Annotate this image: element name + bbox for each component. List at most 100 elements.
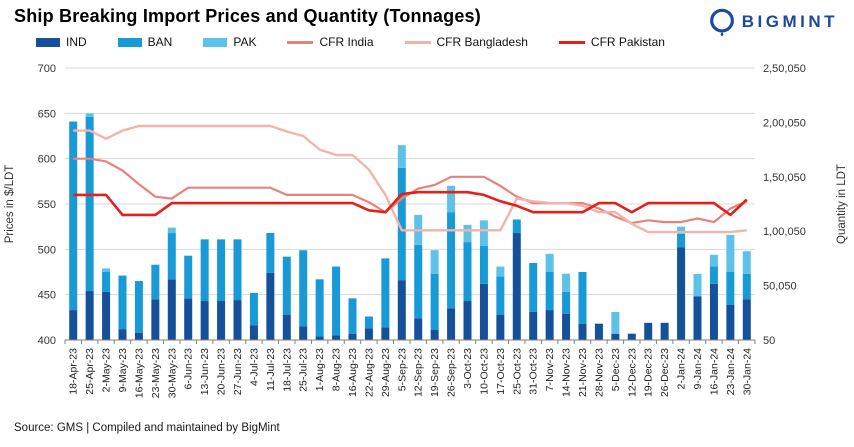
bar-segment-ind xyxy=(332,335,341,340)
x-axis-date-label: 25-Jul-23 xyxy=(298,348,310,392)
bar-segment-pak xyxy=(167,227,176,234)
bar-segment-ind xyxy=(742,299,751,340)
x-axis-date-label: 12-Dec-23 xyxy=(626,348,638,397)
bar-segment-pak xyxy=(677,226,686,234)
x-axis-date-label: 2-Jan-24 xyxy=(676,348,688,390)
x-axis-date-label: 31-Oct-23 xyxy=(528,348,540,395)
bar-segment-ind xyxy=(348,333,357,340)
x-axis-date-label: 30-Jan-24 xyxy=(741,348,753,395)
legend-line-swatch xyxy=(404,40,431,44)
bar-segment-ban xyxy=(742,273,751,300)
bar-segment-ban xyxy=(397,167,406,281)
right-axis-tick-label: 1,00,050 xyxy=(763,226,806,238)
x-axis-date-label: 18-Apr-23 xyxy=(68,348,80,395)
legend-item-pak: PAK xyxy=(203,35,256,49)
right-axis-title: Quantity in LDT xyxy=(836,164,848,244)
bar-segment-ind xyxy=(594,323,603,340)
x-axis-date-label: 11-Jul-23 xyxy=(265,348,277,391)
bar-segment-ban xyxy=(364,316,373,329)
bar-segment-ind xyxy=(644,322,653,340)
bar-segment-ban xyxy=(233,239,242,301)
bar-segment-ind xyxy=(364,328,373,340)
x-axis-date-label: 5-Dec-23 xyxy=(610,348,622,391)
bar-segment-ind xyxy=(282,314,291,340)
x-axis-date-label: 2-May-23 xyxy=(101,348,113,393)
x-axis-date-label: 25-Oct-23 xyxy=(511,348,523,395)
bar-segment-ban xyxy=(529,262,538,312)
bar-segment-pak xyxy=(562,273,571,292)
legend-item-cfr-pakistan: CFR Pakistan xyxy=(558,35,665,49)
bar-segment-ind xyxy=(660,322,669,340)
x-axis-date-label: 20-Jun-23 xyxy=(216,348,228,395)
bar-segment-ban xyxy=(151,264,160,300)
bar-segment-ind xyxy=(414,318,423,340)
left-axis-tick-label: 700 xyxy=(38,63,56,75)
bar-segment-pak xyxy=(479,220,488,246)
legend-item-ind: IND xyxy=(36,35,87,49)
bar-segment-ind xyxy=(627,333,636,340)
bar-segment-ban xyxy=(69,121,78,311)
bar-segment-ban xyxy=(315,279,324,337)
bar-segment-ban xyxy=(381,258,390,328)
line-cfr-pakistan xyxy=(73,190,748,217)
x-axis-date-label: 14-Nov-23 xyxy=(561,348,573,397)
bar-segment-ind xyxy=(85,291,94,340)
bar-segment-ind xyxy=(217,301,226,340)
bar-segment-pak xyxy=(447,185,456,213)
bar-segment-ban xyxy=(167,233,176,280)
bar-segment-pak xyxy=(463,224,472,243)
bar-segment-ind xyxy=(151,299,160,340)
bar-segment-ban xyxy=(118,275,127,330)
x-axis-date-label: 22-Aug-23 xyxy=(363,348,375,397)
bar-segment-pak xyxy=(102,268,111,272)
bar-segment-ban xyxy=(463,242,472,302)
legend-item-ban: BAN xyxy=(117,35,173,49)
bar-segment-pak xyxy=(611,311,620,334)
bar-segment-ind xyxy=(69,310,78,340)
bar-segment-ind xyxy=(118,329,127,340)
bar-segment-pak xyxy=(397,145,406,168)
bar-segment-ban xyxy=(512,219,521,234)
x-axis-date-label: 26-Dec-23 xyxy=(659,348,671,397)
x-axis-date-label: 16-Jan-24 xyxy=(708,348,720,395)
bar-segment-ind xyxy=(693,296,702,340)
right-axis-tick-label: 1,50,050 xyxy=(763,172,806,184)
bar-segment-ind xyxy=(102,291,111,340)
bar-segment-ind xyxy=(463,301,472,340)
right-axis-tick-label: 2,50,050 xyxy=(763,63,806,75)
x-axis-date-label: 6-Jun-23 xyxy=(183,348,195,390)
bar-segment-ind xyxy=(479,283,488,340)
chart-legend: IND BAN PAK CFR India CFR Bangladesh CFR Paki… xyxy=(36,35,665,49)
bar-segment-ind xyxy=(266,272,275,340)
x-axis-date-label: 27-Jun-23 xyxy=(232,348,244,395)
bar-segment-ban xyxy=(709,266,718,284)
chart-title: Ship Breaking Import Prices and Quantity… xyxy=(14,6,481,26)
bar-segment-ind xyxy=(496,314,505,340)
left-axis-tick-label: 400 xyxy=(38,335,56,347)
x-axis-date-label: 12-Sep-23 xyxy=(413,348,425,397)
legend-line-swatch xyxy=(287,40,314,44)
bar-segment-ban xyxy=(496,276,505,315)
chart-plot: 700 650 600 550 500 450 400 2,50,050 2,00,050 1,5… xyxy=(38,63,806,398)
x-axis-date-label: 19-Sep-23 xyxy=(429,348,441,397)
left-axis-title: Prices in $/LDT xyxy=(4,165,16,244)
bar-segment-ind xyxy=(397,280,406,340)
chart-canvas: 700 650 600 550 500 450 400 2,50,050 2,00,050 1,5… xyxy=(4,63,848,398)
x-axis-date-label: 9-May-23 xyxy=(117,348,129,393)
bar-segment-pak xyxy=(742,251,751,274)
legend-bar-swatch xyxy=(117,37,142,47)
legend-label: BAN xyxy=(147,35,173,49)
bar-segment-pak xyxy=(545,253,554,272)
bar-segment-pak xyxy=(496,266,505,277)
legend-label: CFR India xyxy=(319,35,374,49)
x-axis-date-label: 16-May-23 xyxy=(133,348,145,398)
bar-segment-ban xyxy=(184,255,193,299)
bar-segment-ban xyxy=(447,212,456,309)
bar-segment-ban xyxy=(479,245,488,284)
bar-segment-ind xyxy=(578,323,587,340)
bigmint-logo: BIGMINT xyxy=(707,7,838,37)
legend-item-cfr-india: CFR India xyxy=(287,35,374,49)
x-axis-date-label: 3-Oct-23 xyxy=(462,348,474,389)
x-axis-date-label: 8-Aug-23 xyxy=(331,348,343,391)
bar-segment-ind xyxy=(726,304,735,340)
